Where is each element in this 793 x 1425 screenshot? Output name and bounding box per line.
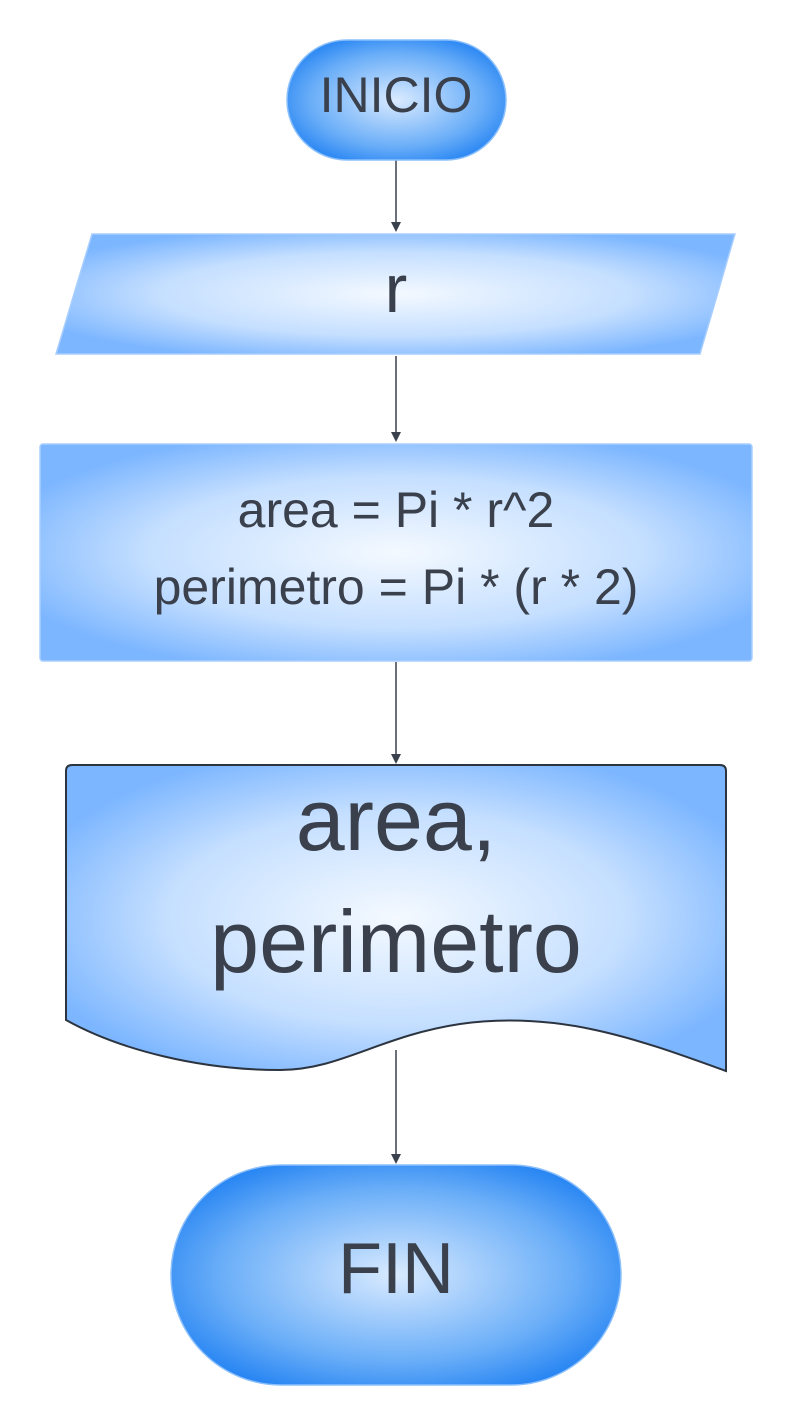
output-line-1: area, [296, 770, 497, 869]
input-parallelogram-shape [54, 233, 736, 355]
start-label: INICIO [320, 67, 473, 123]
process-line-2: perimetro = Pi * (r * 2) [154, 559, 639, 615]
end-node: FIN [170, 1164, 622, 1386]
input-node: r [54, 233, 736, 355]
output-document-shape [65, 764, 727, 1073]
input-label: r [385, 251, 408, 327]
start-node: INICIO [286, 39, 507, 161]
output-line-2: perimetro [210, 892, 582, 991]
output-node: area, perimetro [65, 764, 727, 1073]
end-label: FIN [338, 1229, 454, 1309]
end-terminator-shape [170, 1164, 622, 1386]
process-rectangle-shape [39, 443, 753, 662]
process-node: area = Pi * r^2 perimetro = Pi * (r * 2) [39, 443, 753, 662]
process-line-1: area = Pi * r^2 [238, 482, 555, 538]
start-terminator-shape [286, 39, 507, 161]
